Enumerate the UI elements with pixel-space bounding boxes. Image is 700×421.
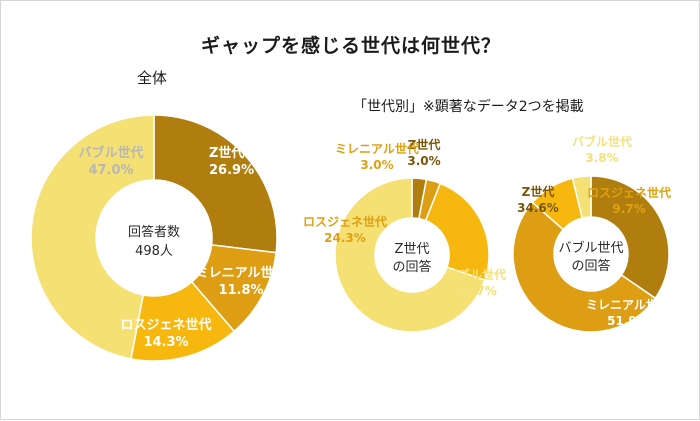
center-label: Z世代	[395, 242, 430, 257]
slice-z	[590, 175, 670, 300]
slice-category-label: ミレニアル世代	[586, 297, 670, 312]
chart-title: ギャップを感じる世代は何世代？	[200, 35, 501, 57]
slice-value-label: 47.0%	[88, 163, 133, 178]
slice-bubble	[30, 114, 155, 360]
slice-value-label: 11.8%	[218, 283, 263, 298]
slice-category-label: バブル世代	[572, 134, 632, 149]
center-label: 498人	[135, 244, 173, 259]
slice-value-label: 69.7%	[455, 284, 497, 298]
slice-z	[153, 114, 278, 254]
slice-category-label: ミレニアル世代	[196, 265, 287, 281]
slice-millennial	[512, 201, 657, 333]
slice-category-label: Z世代	[209, 145, 244, 161]
slice-category-label: ミレニアル世代	[335, 141, 419, 156]
slice-category-label: ロスジェネ世代	[303, 214, 387, 229]
slice-category-label: バブル世代	[78, 145, 143, 161]
slice-category-label: ロスジェネ世代	[587, 185, 671, 200]
slice-value-label: 34.6%	[517, 201, 559, 215]
slice-value-label: 3.8%	[585, 151, 618, 165]
donut-chart-2: Z世代の回答Z世代3.0%ミレニアル世代3.0%ロスジェネ世代24.3%バブル世…	[303, 137, 506, 333]
slice-value-label: 9.7%	[612, 202, 645, 216]
slice-value-label: 3.0%	[360, 158, 393, 172]
slice-value-label: 14.3%	[143, 335, 188, 350]
slice-lostgen	[424, 182, 490, 282]
slice-value-label: 3.0%	[407, 154, 440, 168]
slice-category-label: バブル世代	[446, 267, 506, 282]
slice-bubble	[334, 177, 486, 333]
center-label: の回答	[392, 259, 431, 275]
slice-category-label: ロスジェネ世代	[120, 317, 211, 333]
slice-category-label: Z世代	[408, 137, 441, 152]
donut-chart-1: 回答者数 498人 Z世代 26.9% ミレニアル世代 11.8% ロスジェネ世代 14.3%…	[30, 114, 287, 362]
slice-category-label: Z世代	[522, 184, 555, 199]
center-label: の回答	[571, 258, 610, 274]
center-label: 回答者数	[128, 224, 180, 240]
slice-value-label: 51.9%	[607, 314, 649, 328]
slice-bubble	[571, 175, 592, 219]
slice-value-label: 26.9%	[209, 163, 254, 178]
by-generation-subtitle: 「世代別」※顕著なデータ2つを掲載	[353, 99, 584, 115]
center-label: バブル世代	[558, 240, 623, 256]
slice-value-label: 24.3%	[324, 231, 366, 245]
overall-subtitle: 全体	[137, 69, 168, 87]
